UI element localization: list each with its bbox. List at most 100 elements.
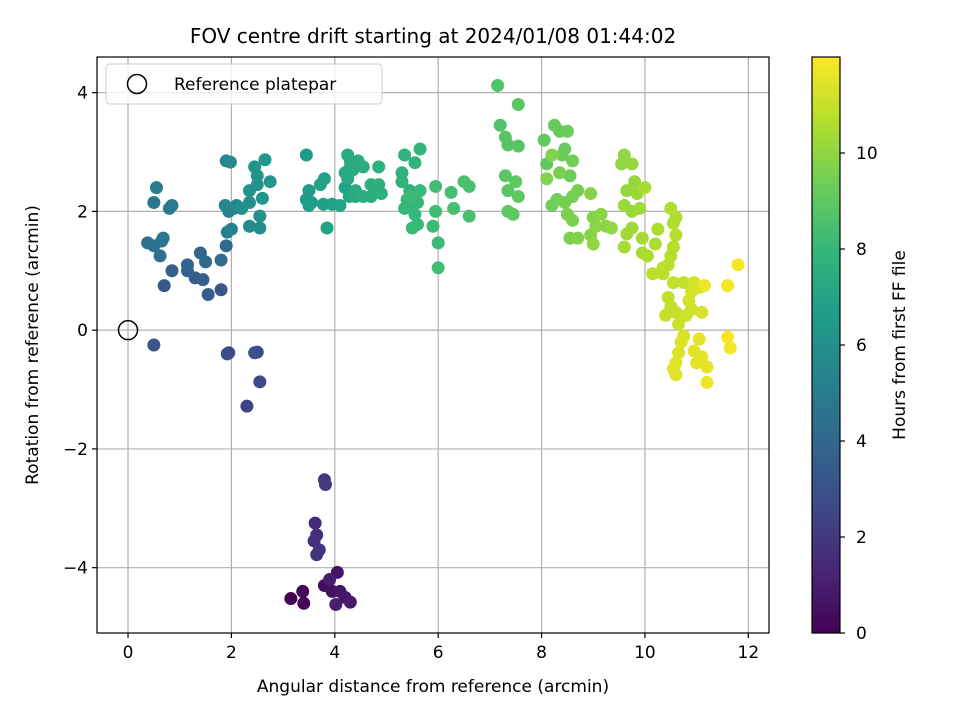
data-point	[333, 198, 347, 212]
colorbar-label: Hours from first FF file	[890, 250, 910, 440]
legend: Reference platepar	[105, 63, 383, 105]
colorbar-gradient	[811, 56, 841, 634]
colorbar-tick-label: 10	[856, 144, 878, 164]
data-point	[721, 330, 735, 344]
data-point	[318, 478, 332, 492]
data-point	[398, 201, 412, 215]
x-tick-label: 0	[123, 643, 134, 663]
data-point	[410, 217, 424, 231]
data-point	[199, 255, 213, 269]
data-point	[509, 175, 523, 189]
data-point	[633, 201, 647, 215]
data-point	[223, 155, 237, 169]
data-point	[395, 166, 409, 180]
data-point	[687, 344, 701, 358]
data-point	[638, 181, 652, 195]
data-point	[224, 222, 238, 236]
y-tick-label: 0	[77, 321, 88, 341]
colorbar-tick-label: 2	[856, 528, 867, 548]
data-point	[628, 175, 642, 189]
data-point	[589, 219, 603, 233]
x-tick-label: 2	[226, 643, 237, 663]
chart-title: FOV centre drift starting at 2024/01/08 …	[190, 24, 676, 48]
data-point	[153, 249, 167, 263]
data-point	[372, 160, 386, 174]
data-point	[395, 175, 409, 189]
data-point	[656, 267, 670, 281]
data-point	[666, 276, 680, 290]
legend-entry-label: Reference platepar	[174, 75, 336, 95]
data-point	[674, 335, 688, 349]
x-tick-label: 6	[433, 643, 444, 663]
data-point	[586, 237, 600, 251]
data-point	[700, 375, 714, 389]
data-point	[447, 201, 461, 215]
data-point	[356, 160, 370, 174]
data-point	[341, 148, 355, 162]
y-tick-label: 4	[77, 84, 88, 104]
data-point	[560, 124, 574, 138]
data-point	[429, 179, 443, 193]
data-point	[604, 221, 618, 235]
data-point	[666, 216, 680, 230]
data-point	[258, 153, 272, 167]
y-tick-label: 2	[77, 202, 88, 222]
y-tick-label: −2	[63, 440, 88, 460]
data-point	[669, 305, 683, 319]
colorbar: Hours from first FF file 0 2 4 6 8 10	[811, 56, 910, 644]
x-tick-label: 4	[329, 643, 340, 663]
data-point	[299, 148, 313, 162]
data-point	[201, 288, 215, 302]
data-point	[302, 198, 316, 212]
data-point	[620, 184, 634, 198]
data-point	[263, 175, 277, 189]
data-point	[672, 317, 686, 331]
data-point	[255, 191, 269, 205]
data-point	[323, 573, 337, 587]
x-tick-label: 10	[634, 643, 656, 663]
reference-platepar-marker	[117, 319, 139, 341]
data-point	[641, 249, 655, 263]
data-point	[431, 236, 445, 250]
data-point	[310, 548, 324, 562]
data-point	[511, 98, 525, 112]
data-point	[692, 332, 706, 346]
data-point	[493, 118, 507, 132]
data-point	[296, 584, 310, 598]
data-point	[219, 239, 233, 253]
data-point	[426, 219, 440, 233]
data-point	[669, 368, 683, 382]
data-point	[625, 157, 639, 171]
data-point	[297, 596, 311, 610]
data-point	[149, 181, 163, 195]
data-point	[250, 178, 264, 192]
data-point	[540, 172, 554, 186]
data-point	[235, 201, 249, 215]
x-tick-label: 8	[536, 643, 547, 663]
data-point	[646, 267, 660, 281]
data-point	[501, 204, 515, 218]
data-point	[553, 166, 567, 180]
data-point	[220, 347, 234, 361]
data-point	[617, 240, 631, 254]
data-point	[545, 148, 559, 162]
data-point	[214, 283, 228, 297]
legend-box	[105, 63, 383, 105]
data-point	[253, 221, 267, 235]
data-point	[429, 204, 443, 218]
x-axis-label: Angular distance from reference (arcmin)	[257, 677, 609, 697]
data-point	[462, 179, 476, 193]
data-point	[571, 184, 585, 198]
plot-frame	[96, 56, 770, 634]
data-point	[563, 169, 577, 183]
data-point	[242, 219, 256, 233]
data-point	[558, 195, 572, 209]
data-point	[731, 258, 745, 272]
colorbar-tick-label: 8	[856, 240, 867, 260]
data-point	[672, 346, 686, 360]
data-point	[511, 190, 525, 204]
data-point	[723, 341, 737, 355]
colorbar-tick-label: 0	[856, 624, 867, 644]
data-point	[566, 213, 580, 227]
